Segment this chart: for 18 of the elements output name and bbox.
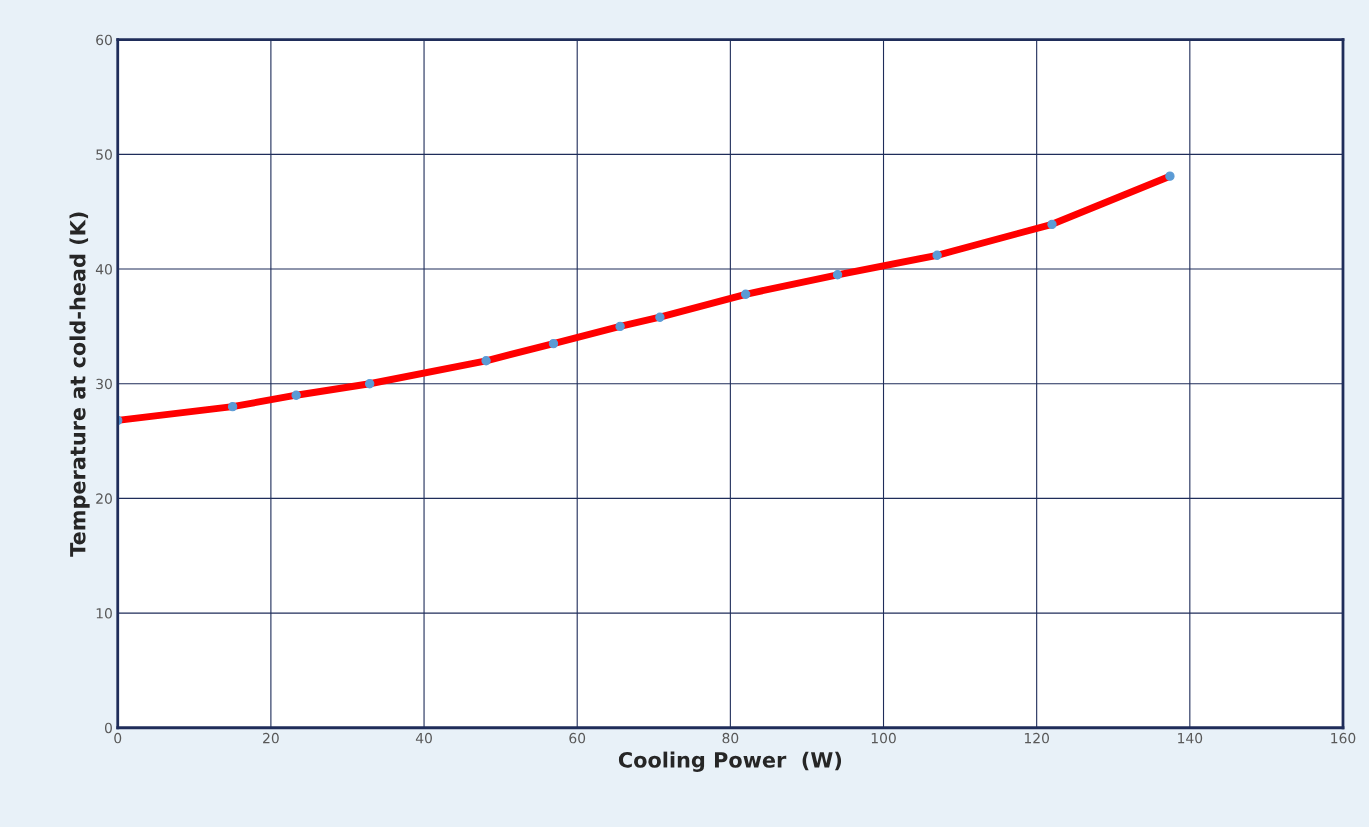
y-tick-label: 40 — [95, 264, 112, 275]
y-tick-label: 50 — [96, 149, 112, 160]
x-axis-title: Cooling Power (W) — [618, 751, 842, 772]
y-tick-label: 10 — [96, 608, 112, 619]
y-tick-label: 30 — [96, 378, 112, 390]
x-tick-label: 100 — [871, 732, 896, 744]
x-tick-label: 160 — [1331, 732, 1356, 744]
y-tick-label: 60 — [96, 34, 112, 46]
x-tick-label: 20 — [263, 732, 279, 744]
y-tick-label: 20 — [96, 493, 112, 504]
x-tick-label: 60 — [569, 732, 586, 744]
x-tick-label: 0 — [114, 732, 122, 744]
y-tick-label: 0 — [104, 722, 112, 734]
x-tick-label: 120 — [1024, 732, 1050, 744]
x-tick-label: 140 — [1178, 732, 1203, 744]
y-axis-title: Temperature at cold-head (K) — [69, 212, 90, 557]
x-tick-label: 40 — [415, 732, 432, 744]
x-tick-label: 80 — [722, 732, 739, 744]
